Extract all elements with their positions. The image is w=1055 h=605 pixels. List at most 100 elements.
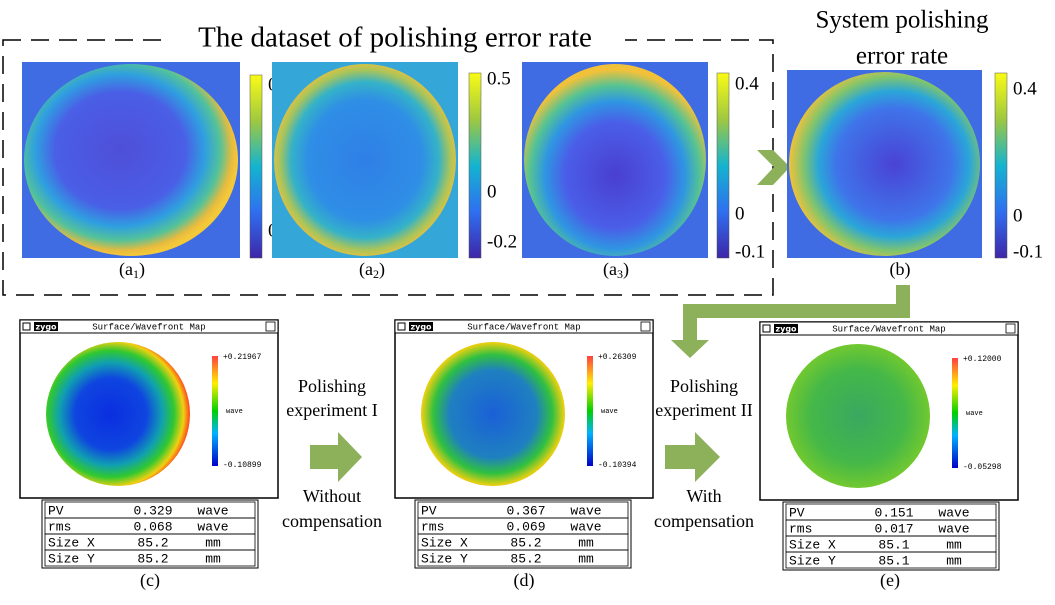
logo: zygo — [775, 325, 797, 334]
colorbar — [952, 358, 958, 468]
colorbar — [587, 356, 593, 466]
resize-icon — [640, 321, 651, 332]
table-cell: rms — [48, 519, 71, 534]
colorbar — [716, 72, 730, 259]
logo-box — [34, 322, 58, 331]
title-backdrop — [165, 26, 625, 56]
caption: (a3) — [603, 259, 629, 281]
table-cell: 85.1 — [878, 537, 909, 552]
error-map — [789, 72, 980, 256]
colorbar-label: 0.4 — [735, 73, 759, 94]
table-cell: 0.367 — [506, 503, 545, 518]
caption-part: ) — [379, 259, 385, 280]
table-cell: 85.2 — [137, 535, 168, 550]
step-label: Polishing — [670, 376, 738, 396]
colorbar-label: -0.1 — [1013, 241, 1043, 262]
surface-map — [46, 342, 190, 486]
table-cell: PV — [789, 505, 805, 520]
caption: (e) — [880, 570, 900, 591]
caption-part: (a — [603, 259, 617, 280]
table-cell: mm — [578, 535, 594, 550]
error-map — [24, 64, 238, 256]
step-arrow — [665, 432, 720, 482]
table-cell: mm — [578, 551, 594, 566]
step-label: Polishing — [298, 376, 366, 396]
table-cell: wave — [938, 521, 969, 536]
surface-map — [421, 342, 565, 486]
colorbar-min: -0.10899 — [223, 461, 262, 470]
colorbar-label: 0 — [1013, 205, 1023, 226]
colorbar — [249, 74, 263, 259]
table-cell: 85.2 — [510, 535, 541, 550]
table-frame — [414, 499, 632, 569]
table-frame — [782, 501, 1000, 571]
caption: (b) — [890, 259, 911, 280]
window-title: Surface/Wavefront Map — [467, 322, 580, 332]
close-icon — [762, 324, 771, 333]
table-cell: 0.017 — [874, 521, 913, 536]
step-arrow — [310, 432, 362, 482]
table-cell: wave — [938, 505, 969, 520]
surface-map — [786, 344, 930, 488]
table-cell: Size Y — [789, 553, 836, 568]
logo-box — [774, 324, 798, 333]
table-cell: wave — [570, 519, 601, 534]
table-row — [417, 549, 629, 567]
caption-part: 2 — [373, 267, 379, 281]
colorbar — [994, 72, 1008, 259]
step-note: compensation — [654, 511, 754, 531]
colorbar-label: 0.5 — [487, 68, 511, 89]
step-note: Without — [303, 486, 361, 506]
dataset-title: The dataset of polishing error rate — [198, 22, 592, 54]
colorbar-label: -0.2 — [487, 231, 517, 252]
caption: (a1) — [119, 259, 145, 281]
table-cell: rms — [789, 521, 812, 536]
table-cell: wave — [197, 519, 228, 534]
close-icon — [22, 322, 31, 331]
caption-part: (a — [119, 259, 133, 280]
table-cell: mm — [205, 535, 221, 550]
logo: zygo — [410, 323, 432, 332]
table-cell: 0.069 — [506, 519, 545, 534]
close-icon — [397, 322, 406, 331]
table-cell: 0.068 — [133, 519, 172, 534]
system-title: System polishing — [816, 7, 989, 34]
error-map — [274, 64, 456, 256]
table-cell: PV — [48, 503, 64, 518]
step-label: experiment I — [286, 400, 377, 420]
colorbar-label: -0.1 — [735, 241, 765, 262]
colorbar-max: +0.21967 — [223, 353, 262, 362]
table-cell: Size X — [48, 535, 95, 550]
table-cell: Size X — [789, 537, 836, 552]
resize-icon — [1005, 323, 1016, 334]
caption-part: ) — [139, 259, 145, 280]
table-cell: 0.151 — [874, 505, 913, 520]
table-cell: mm — [205, 551, 221, 566]
dataset-frame — [2, 39, 774, 296]
caption-part: 3 — [617, 267, 623, 281]
table-frame — [41, 499, 259, 569]
table-cell: 85.1 — [878, 553, 909, 568]
table-cell: Size Y — [48, 551, 95, 566]
caption: (c) — [140, 570, 160, 591]
table-row — [785, 551, 997, 569]
logo-box — [409, 322, 433, 331]
step-label: experiment II — [655, 400, 752, 420]
window-title: Surface/Wavefront Map — [832, 324, 945, 334]
colorbar-unit: wave — [601, 408, 618, 416]
table-row — [44, 549, 256, 567]
window-header — [394, 319, 654, 334]
caption-part: (a — [359, 259, 373, 280]
table-cell: Size X — [421, 535, 468, 550]
step-note: With — [686, 486, 721, 506]
window-header — [19, 319, 279, 334]
caption-part: ) — [623, 259, 629, 280]
caption: (a2) — [359, 259, 385, 281]
caption: (d) — [514, 570, 535, 591]
colorbar-unit: wave — [966, 410, 983, 418]
colorbar-label: 0.4 — [1013, 78, 1037, 99]
colorbar — [468, 72, 482, 259]
caption-part: 1 — [133, 267, 139, 281]
chevron-arrow — [757, 150, 790, 185]
